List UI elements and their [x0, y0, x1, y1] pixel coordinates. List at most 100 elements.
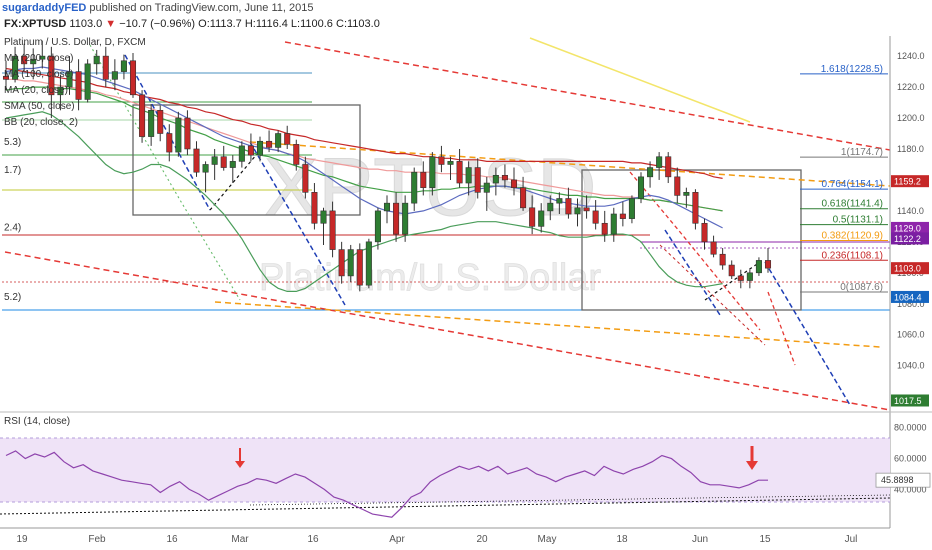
- rsi-axis: 40.0000 60.0000 80.0000 45.8898: [875, 423, 931, 494]
- candle: [764, 260, 772, 269]
- candle: [202, 164, 209, 173]
- candle: [293, 144, 300, 165]
- candle: [492, 174, 499, 184]
- time-tick-label: 16: [166, 534, 178, 545]
- candle: [411, 171, 418, 204]
- change-down-icon: ▼: [105, 18, 117, 30]
- price-tick-label: 1200.0: [897, 113, 925, 123]
- candle: [120, 60, 127, 72]
- rsi-line: [5, 450, 768, 518]
- candle: [393, 202, 400, 235]
- indicator-label: SMA (50, close): [4, 101, 75, 112]
- candle: [311, 192, 318, 224]
- candle: [139, 94, 146, 137]
- candle: [538, 210, 545, 227]
- rsi-tag: [875, 472, 931, 488]
- candle: [57, 86, 64, 96]
- candle: [619, 213, 626, 219]
- candle: [21, 55, 28, 65]
- price-tag: [891, 175, 929, 188]
- candle: [193, 148, 200, 173]
- close-value: C:1103.0: [336, 18, 380, 30]
- candle: [166, 133, 173, 153]
- ma-line: [5, 66, 723, 229]
- fib-left-label: 5.3): [4, 137, 21, 148]
- candle: [129, 60, 137, 96]
- indicator-label: Platinum / U.S. Dollar, D, FXCM: [4, 37, 146, 48]
- author-name[interactable]: sugardaddyFED: [2, 2, 87, 14]
- price-tag-label: 1103.0: [894, 264, 921, 274]
- candle: [93, 55, 100, 65]
- time-tick-label: May: [538, 534, 557, 545]
- candle: [710, 241, 717, 255]
- candle: [338, 249, 345, 277]
- time-tick-label: Jul: [845, 534, 858, 545]
- rsi-tick-label: 60.0000: [894, 454, 927, 464]
- candle: [719, 253, 726, 266]
- fib-label: 0(1087.6): [840, 282, 883, 293]
- candle: [102, 55, 109, 80]
- fib-label: 0.5(1131.1): [833, 215, 883, 226]
- price-tag-label: 1017.5: [894, 396, 922, 406]
- candle: [556, 198, 563, 204]
- candle: [148, 109, 155, 137]
- price-axis: 1040.01060.01080.01100.01120.01140.01160…: [897, 51, 925, 371]
- candle: [510, 179, 518, 188]
- candle: [184, 117, 191, 150]
- candle: [656, 156, 663, 168]
- fib-left-label: 1.7): [4, 165, 21, 176]
- candle: [30, 58, 37, 65]
- time-tick-label: Jun: [692, 534, 708, 545]
- indicator-label: MA (20, close): [4, 85, 68, 96]
- fib-label: 0.382(1120.9): [821, 230, 883, 241]
- candle: [302, 164, 309, 193]
- high-value: H:1116.4: [244, 18, 288, 30]
- time-tick-label: Feb: [88, 534, 106, 545]
- candle: [329, 210, 336, 250]
- fib-left-label: 5.2): [4, 292, 21, 303]
- symbol-line: FX:XPTUSD 1103.0 ▼ −10.7 (−0.96%) O:1113…: [4, 18, 380, 30]
- candle: [583, 207, 590, 212]
- candle: [220, 156, 227, 168]
- candle: [429, 156, 436, 188]
- time-tick-label: Mar: [231, 534, 249, 545]
- price-tag: [891, 221, 929, 234]
- candle: [175, 117, 182, 153]
- fib-label: 0.236(1108.1): [821, 250, 883, 261]
- rsi-label: RSI (14, close): [4, 416, 71, 427]
- candle: [211, 156, 218, 165]
- candle: [66, 71, 73, 88]
- candle: [420, 171, 427, 188]
- indicator-label: MA (200, close): [4, 53, 74, 64]
- candle: [356, 249, 363, 286]
- time-tick-label: 16: [307, 534, 319, 545]
- last-price: 1103.0: [69, 18, 103, 30]
- time-tick-label: Apr: [389, 534, 405, 545]
- ma-line: [5, 111, 723, 292]
- candlesticks: [2, 40, 772, 292]
- change-value: −10.7 (−0.96%): [119, 18, 196, 30]
- candle: [320, 210, 327, 224]
- candle: [746, 272, 753, 281]
- candle: [674, 176, 681, 196]
- candle: [701, 222, 708, 243]
- watermark-sub: Platinum/U.S. Dollar: [259, 257, 601, 299]
- time-tick-label: 20: [476, 534, 488, 545]
- published-text: published on TradingView.com, June 11, 2…: [89, 2, 314, 14]
- price-tick-label: 1220.0: [897, 82, 925, 92]
- candle: [84, 63, 91, 100]
- fib-label: 1.618(1228.5): [821, 64, 883, 75]
- candle: [755, 260, 762, 274]
- candle: [365, 241, 372, 286]
- candle: [402, 202, 409, 235]
- candle: [465, 167, 472, 184]
- price-tag: [891, 290, 929, 303]
- candle: [39, 55, 46, 60]
- candle: [501, 174, 508, 181]
- candle: [547, 202, 554, 212]
- candle: [229, 161, 236, 168]
- candle: [12, 55, 19, 80]
